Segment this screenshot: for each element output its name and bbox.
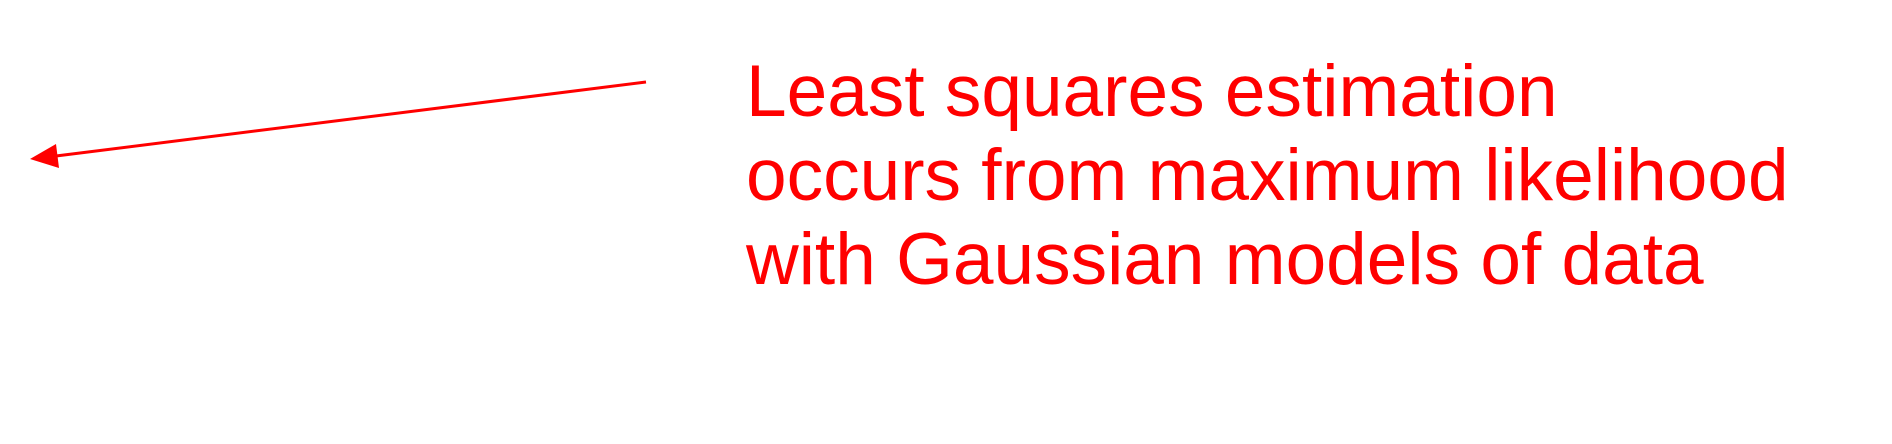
- arrow-shaft: [55, 80, 647, 158]
- arrow-head-icon: [30, 144, 59, 168]
- annotation-text: Least squares estimation occurs from max…: [746, 50, 1866, 302]
- annotation-line-1: Least squares estimation: [746, 51, 1558, 132]
- annotation-line-2: occurs from maximum likelihood: [746, 135, 1789, 216]
- annotation-line-3: with Gaussian models of data: [746, 219, 1704, 300]
